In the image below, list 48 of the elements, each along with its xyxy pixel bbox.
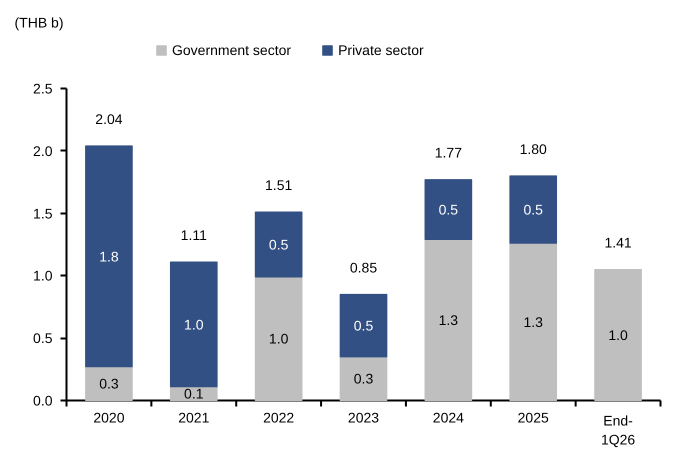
y-tick-label: 2.0 [33, 142, 53, 159]
x-tick-label: 2024 [432, 410, 464, 426]
data-label: 0.1 [184, 386, 204, 402]
legend-label: Government sector [172, 42, 292, 58]
bar [340, 356, 388, 401]
bar [424, 179, 472, 240]
bar [509, 175, 558, 244]
data-label: 1.0 [608, 326, 628, 343]
annotation: 1.80 [520, 140, 548, 157]
data-label: 0.3 [99, 376, 119, 392]
x-tick-label: End- 1Q26 [600, 412, 636, 448]
x-tick-label: 2025 [518, 410, 549, 426]
data-label: 0.5 [354, 318, 374, 334]
annotation: 0.85 [350, 259, 378, 276]
data-label: 0.5 [268, 236, 289, 252]
bar [85, 366, 133, 401]
annotation: 1.41 [604, 234, 632, 250]
legend-label: Private sector [338, 42, 424, 58]
data-label: 1.3 [438, 312, 458, 328]
y-tick-label: 0.0 [33, 392, 53, 408]
y-tick-label: 1.5 [33, 205, 53, 222]
data-label: 0.5 [523, 202, 544, 218]
data-label: 1.0 [184, 316, 204, 332]
bar [340, 294, 388, 358]
data-label: 0.3 [354, 370, 374, 387]
bar [424, 239, 472, 401]
annotation: 2.04 [95, 110, 123, 127]
bar [509, 242, 558, 401]
x-tick-label: 2023 [348, 410, 380, 426]
x-tick-label: 2022 [263, 410, 294, 426]
y-axis-title: (THB b) [14, 14, 64, 30]
data-label: 1.3 [523, 314, 544, 330]
data-label: 1.0 [268, 330, 289, 347]
y-tick-label: 1.0 [33, 268, 53, 284]
y-tick-label: 2.5 [33, 80, 53, 96]
bar [170, 261, 218, 388]
bar [85, 145, 133, 368]
y-tick-label: 0.5 [33, 330, 53, 346]
annotation: 1.51 [265, 177, 292, 194]
bar [254, 276, 302, 401]
x-tick-label: 2020 [93, 410, 125, 426]
annotation: 1.77 [434, 144, 462, 161]
bar [594, 268, 642, 401]
data-label: 0.5 [438, 202, 458, 218]
bar [254, 212, 302, 278]
x-tick-label: 2021 [178, 410, 210, 426]
data-label: 1.8 [99, 248, 119, 264]
annotation: 1.11 [180, 226, 208, 243]
